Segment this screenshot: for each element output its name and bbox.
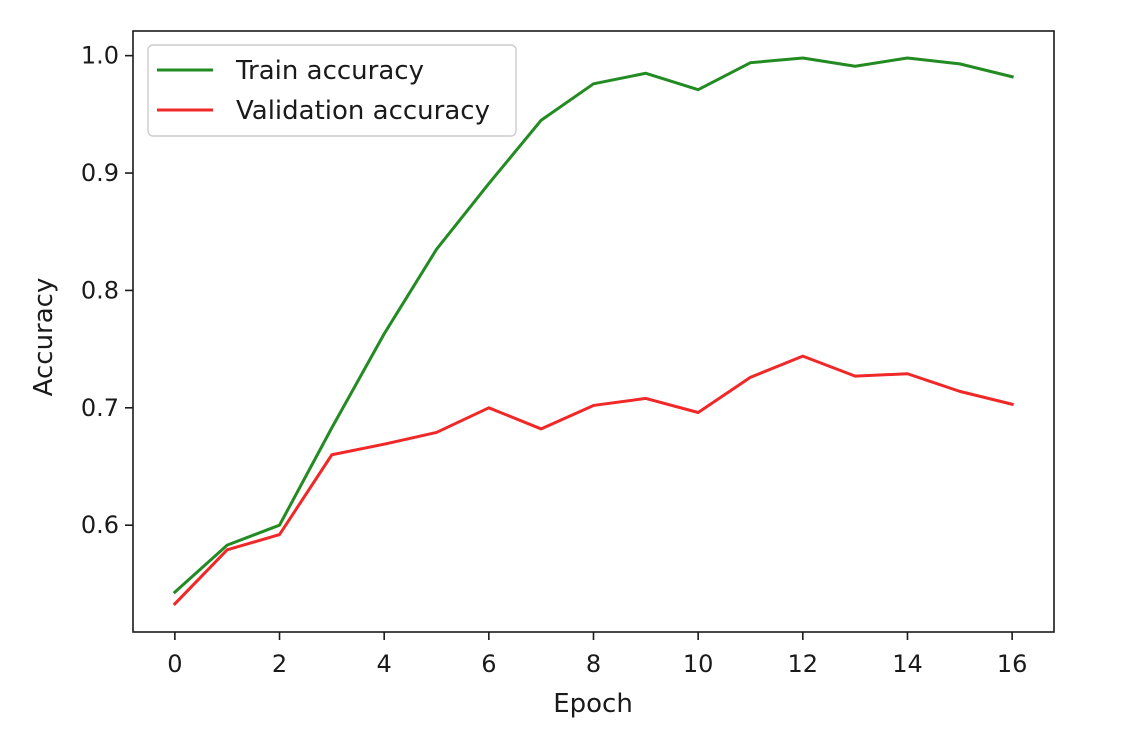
x-tick-label: 12 xyxy=(788,650,819,678)
x-tick-label: 14 xyxy=(892,650,923,678)
legend-label-validation: Validation accuracy xyxy=(236,96,490,126)
y-axis-ticks: 0.6 0.7 0.8 0.9 1.0 xyxy=(81,42,133,539)
y-axis-label: Accuracy xyxy=(29,278,59,397)
x-axis-label: Epoch xyxy=(553,689,633,719)
x-tick-label: 16 xyxy=(997,650,1028,678)
y-tick-label: 1.0 xyxy=(81,42,119,70)
x-tick-label: 10 xyxy=(683,650,714,678)
series-lines xyxy=(172,56,1014,606)
y-tick-label: 0.8 xyxy=(81,276,119,304)
series-line-1 xyxy=(172,354,1014,606)
y-tick-label: 0.6 xyxy=(81,511,119,539)
series-line-0 xyxy=(172,56,1014,595)
x-axis-ticks: 0 2 4 6 8 10 12 14 16 xyxy=(167,632,1027,678)
y-tick-label: 0.9 xyxy=(81,159,119,187)
y-tick-label: 0.7 xyxy=(81,394,119,422)
x-tick-label: 4 xyxy=(377,650,392,678)
x-tick-label: 6 xyxy=(481,650,496,678)
legend-label-train: Train accuracy xyxy=(235,56,424,86)
legend: Train accuracy Validation accuracy xyxy=(147,44,517,137)
x-tick-label: 0 xyxy=(167,650,182,678)
x-tick-label: 2 xyxy=(272,650,287,678)
legend-box xyxy=(147,44,517,137)
x-tick-label: 8 xyxy=(586,650,601,678)
